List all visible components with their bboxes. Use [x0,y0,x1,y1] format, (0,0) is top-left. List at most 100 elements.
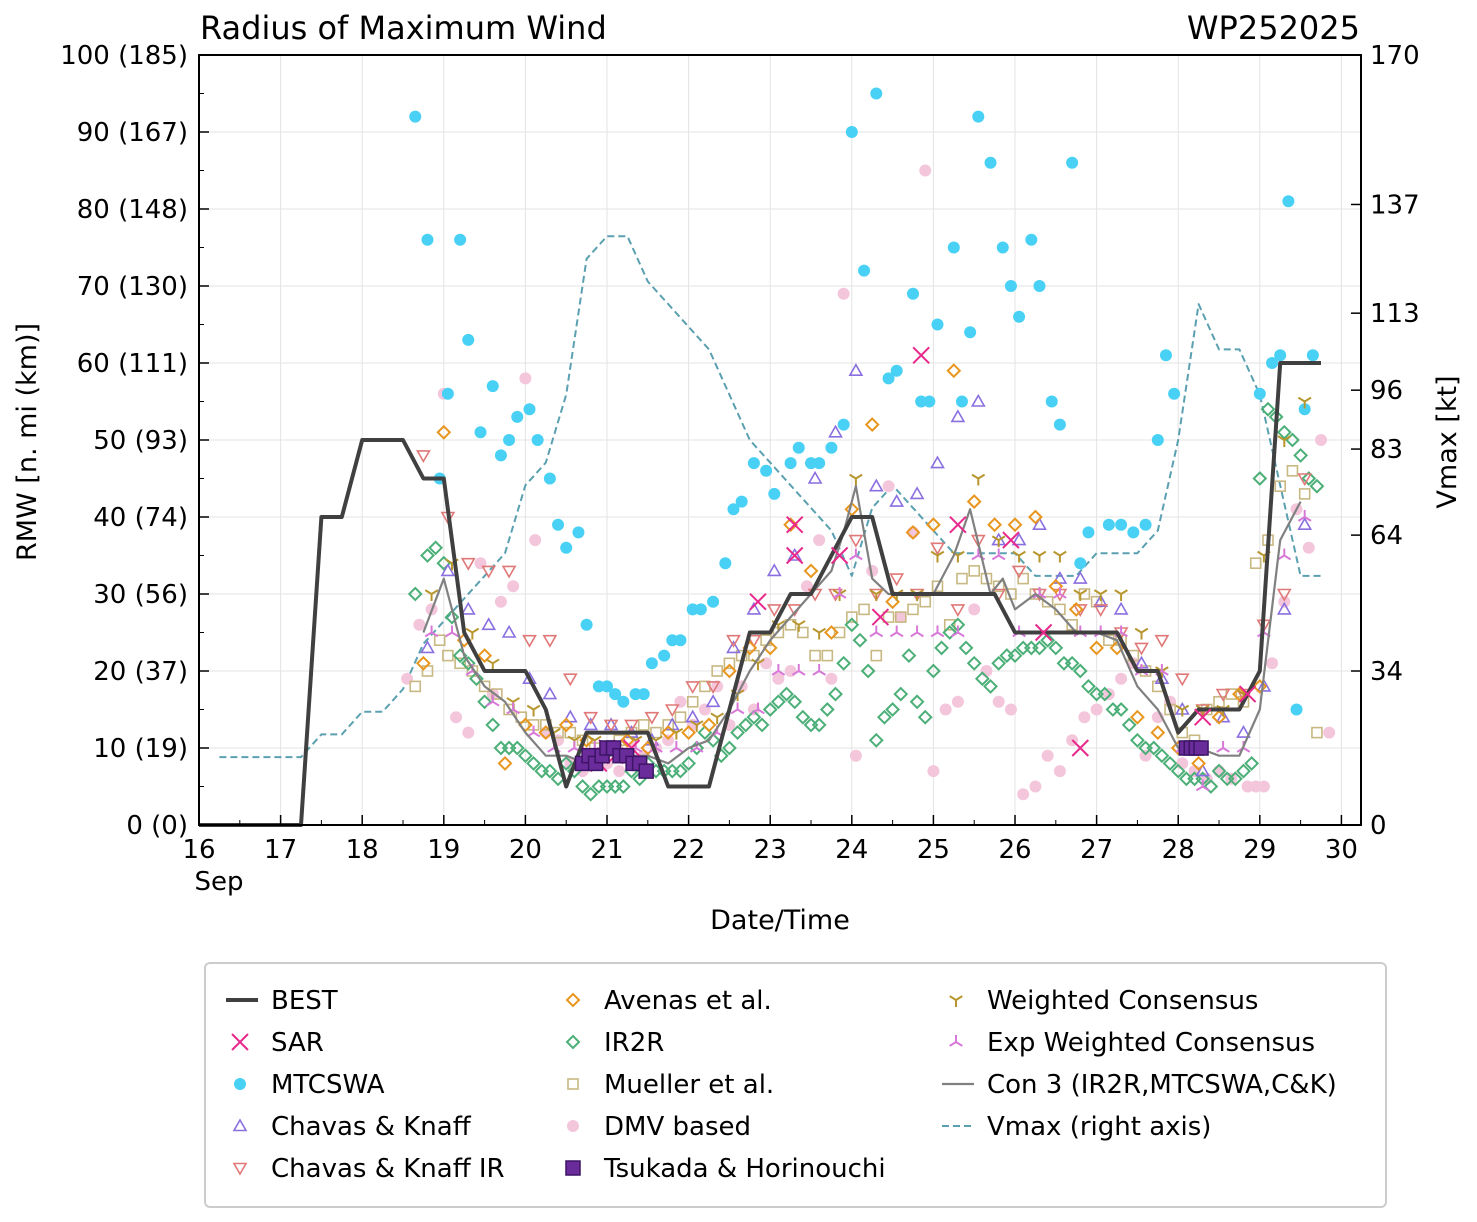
point-chavas-knaff-ir [970,534,986,548]
point-ir2r [420,548,435,563]
point-mueller-et-al [797,626,809,639]
y-tick-label: 20 (37) [93,657,188,687]
point-mtcswa [494,449,507,462]
x-tick-label: 27 [1080,835,1113,865]
point-chavas-knaff [909,486,925,500]
series-chavas-knaff [420,363,1313,777]
legend-item-con-3-ir2r-mtcswa-c-k: Con 3 (IR2R,MTCSWA,C&K) [942,1070,1337,1100]
point-dmv-based [413,618,426,631]
point-chavas-knaff [501,624,517,638]
point-weighted-consensus [1134,627,1149,640]
point-ir2r [1007,648,1023,664]
point-chavas-knaff [726,640,741,654]
point-mtcswa [1074,557,1087,570]
point-sar [785,546,804,565]
point-mtcswa [601,680,614,693]
point-mueller-et-al [409,680,422,693]
point-ir2r [509,740,525,756]
point-dmv-based [951,695,964,708]
point-chavas-knaff-ir [522,634,537,648]
y2-tick-label: 137 [1370,190,1420,220]
point-avenas-et-al [946,363,962,379]
point-dmv-based [992,695,1005,708]
point-avenas-et-al [1027,509,1043,525]
point-mueller-et-al [870,649,883,662]
point-chavas-knaff [1276,601,1292,615]
point-exp-weighted-consensus [791,664,806,676]
legend-label: Mueller et al. [604,1070,774,1100]
point-ir2r [885,702,901,717]
point-weighted-consensus [869,589,884,601]
point-chavas-knaff-ir [644,711,660,725]
point-chavas-knaff [481,617,497,631]
point-dmv-based [784,665,797,677]
legend-label: IR2R [604,1028,664,1058]
point-mtcswa [768,487,781,500]
point-mtcswa [1139,518,1152,531]
point-avenas-et-al [1007,517,1023,533]
point-weighted-consensus [849,473,863,486]
point-chavas-knaff [828,424,843,438]
y2-tick-label: 64 [1370,521,1403,551]
point-mtcswa [1127,526,1140,539]
point-ir2r [999,648,1015,664]
point-ir2r [770,694,786,710]
point-sar [1034,623,1053,642]
point-ir2r [1211,763,1227,779]
point-mtcswa [572,526,585,539]
point-mtcswa [1066,156,1079,169]
point-avenas-et-al [1048,578,1064,594]
point-ir2r [877,709,892,725]
x-axis-label: Date/Time [710,905,850,936]
point-ir2r [681,755,697,771]
y-tick-label: 70 (130) [77,272,188,302]
point-ir2r [1105,702,1121,717]
point-dmv-based [1078,711,1091,724]
point-mtcswa [858,264,871,277]
legend-item-vmax-right-axis: Vmax (right axis) [942,1112,1211,1142]
point-mueller-et-al [784,618,797,631]
legend-label: SAR [271,1028,324,1058]
point-dmv-based [494,595,507,608]
legend: BEST SAR MTCSWA Chavas & Knaff Chavas & Knaf… [226,986,1337,1184]
point-dmv-based [507,580,520,593]
point-exp-weighted-consensus [930,625,945,638]
point-avenas-et-al [497,755,513,771]
point-chavas-knaff [1113,601,1129,615]
x-tick-label: 16 [182,835,215,865]
point-mueller-et-al [1017,572,1029,585]
point-weighted-consensus [689,720,704,732]
point-weighted-consensus [1032,550,1047,563]
point-mtcswa [1025,233,1038,246]
point-weighted-consensus [669,727,684,740]
point-sar [1238,685,1257,703]
point-dmv-based [1323,726,1336,739]
legend-box [204,962,1387,1208]
point-weighted-consensus [1073,589,1088,601]
point-chavas-knaff-ir [583,711,599,725]
point-ir2r [534,763,550,779]
legend-item-mtcswa: MTCSWA [234,1070,385,1100]
point-mtcswa [531,434,544,446]
point-exp-weighted-consensus [889,625,904,638]
point-ir2r [958,640,974,656]
legend-label: Chavas & Knaff IR [271,1154,505,1184]
point-ir2r [730,725,745,741]
point-dmv-based [1213,765,1226,778]
series-chavas-knaff-ir [416,450,1313,733]
point-mueller-et-al [1103,634,1115,647]
point-mtcswa [890,364,903,377]
point-ir2r [909,694,925,710]
legend-marker [565,1034,581,1050]
point-mtcswa [760,464,773,477]
point-ir2r [1301,471,1317,486]
point-weighted-consensus [526,704,541,717]
point-chavas-knaff [848,363,864,376]
point-ir2r [1170,763,1186,779]
point-chavas-knaff [1215,709,1231,723]
point-chavas-knaff-ir [1154,634,1170,648]
point-mtcswa [964,326,977,339]
point-exp-weighted-consensus [910,625,924,638]
point-dmv-based [894,611,907,624]
plot-series [199,87,1336,827]
